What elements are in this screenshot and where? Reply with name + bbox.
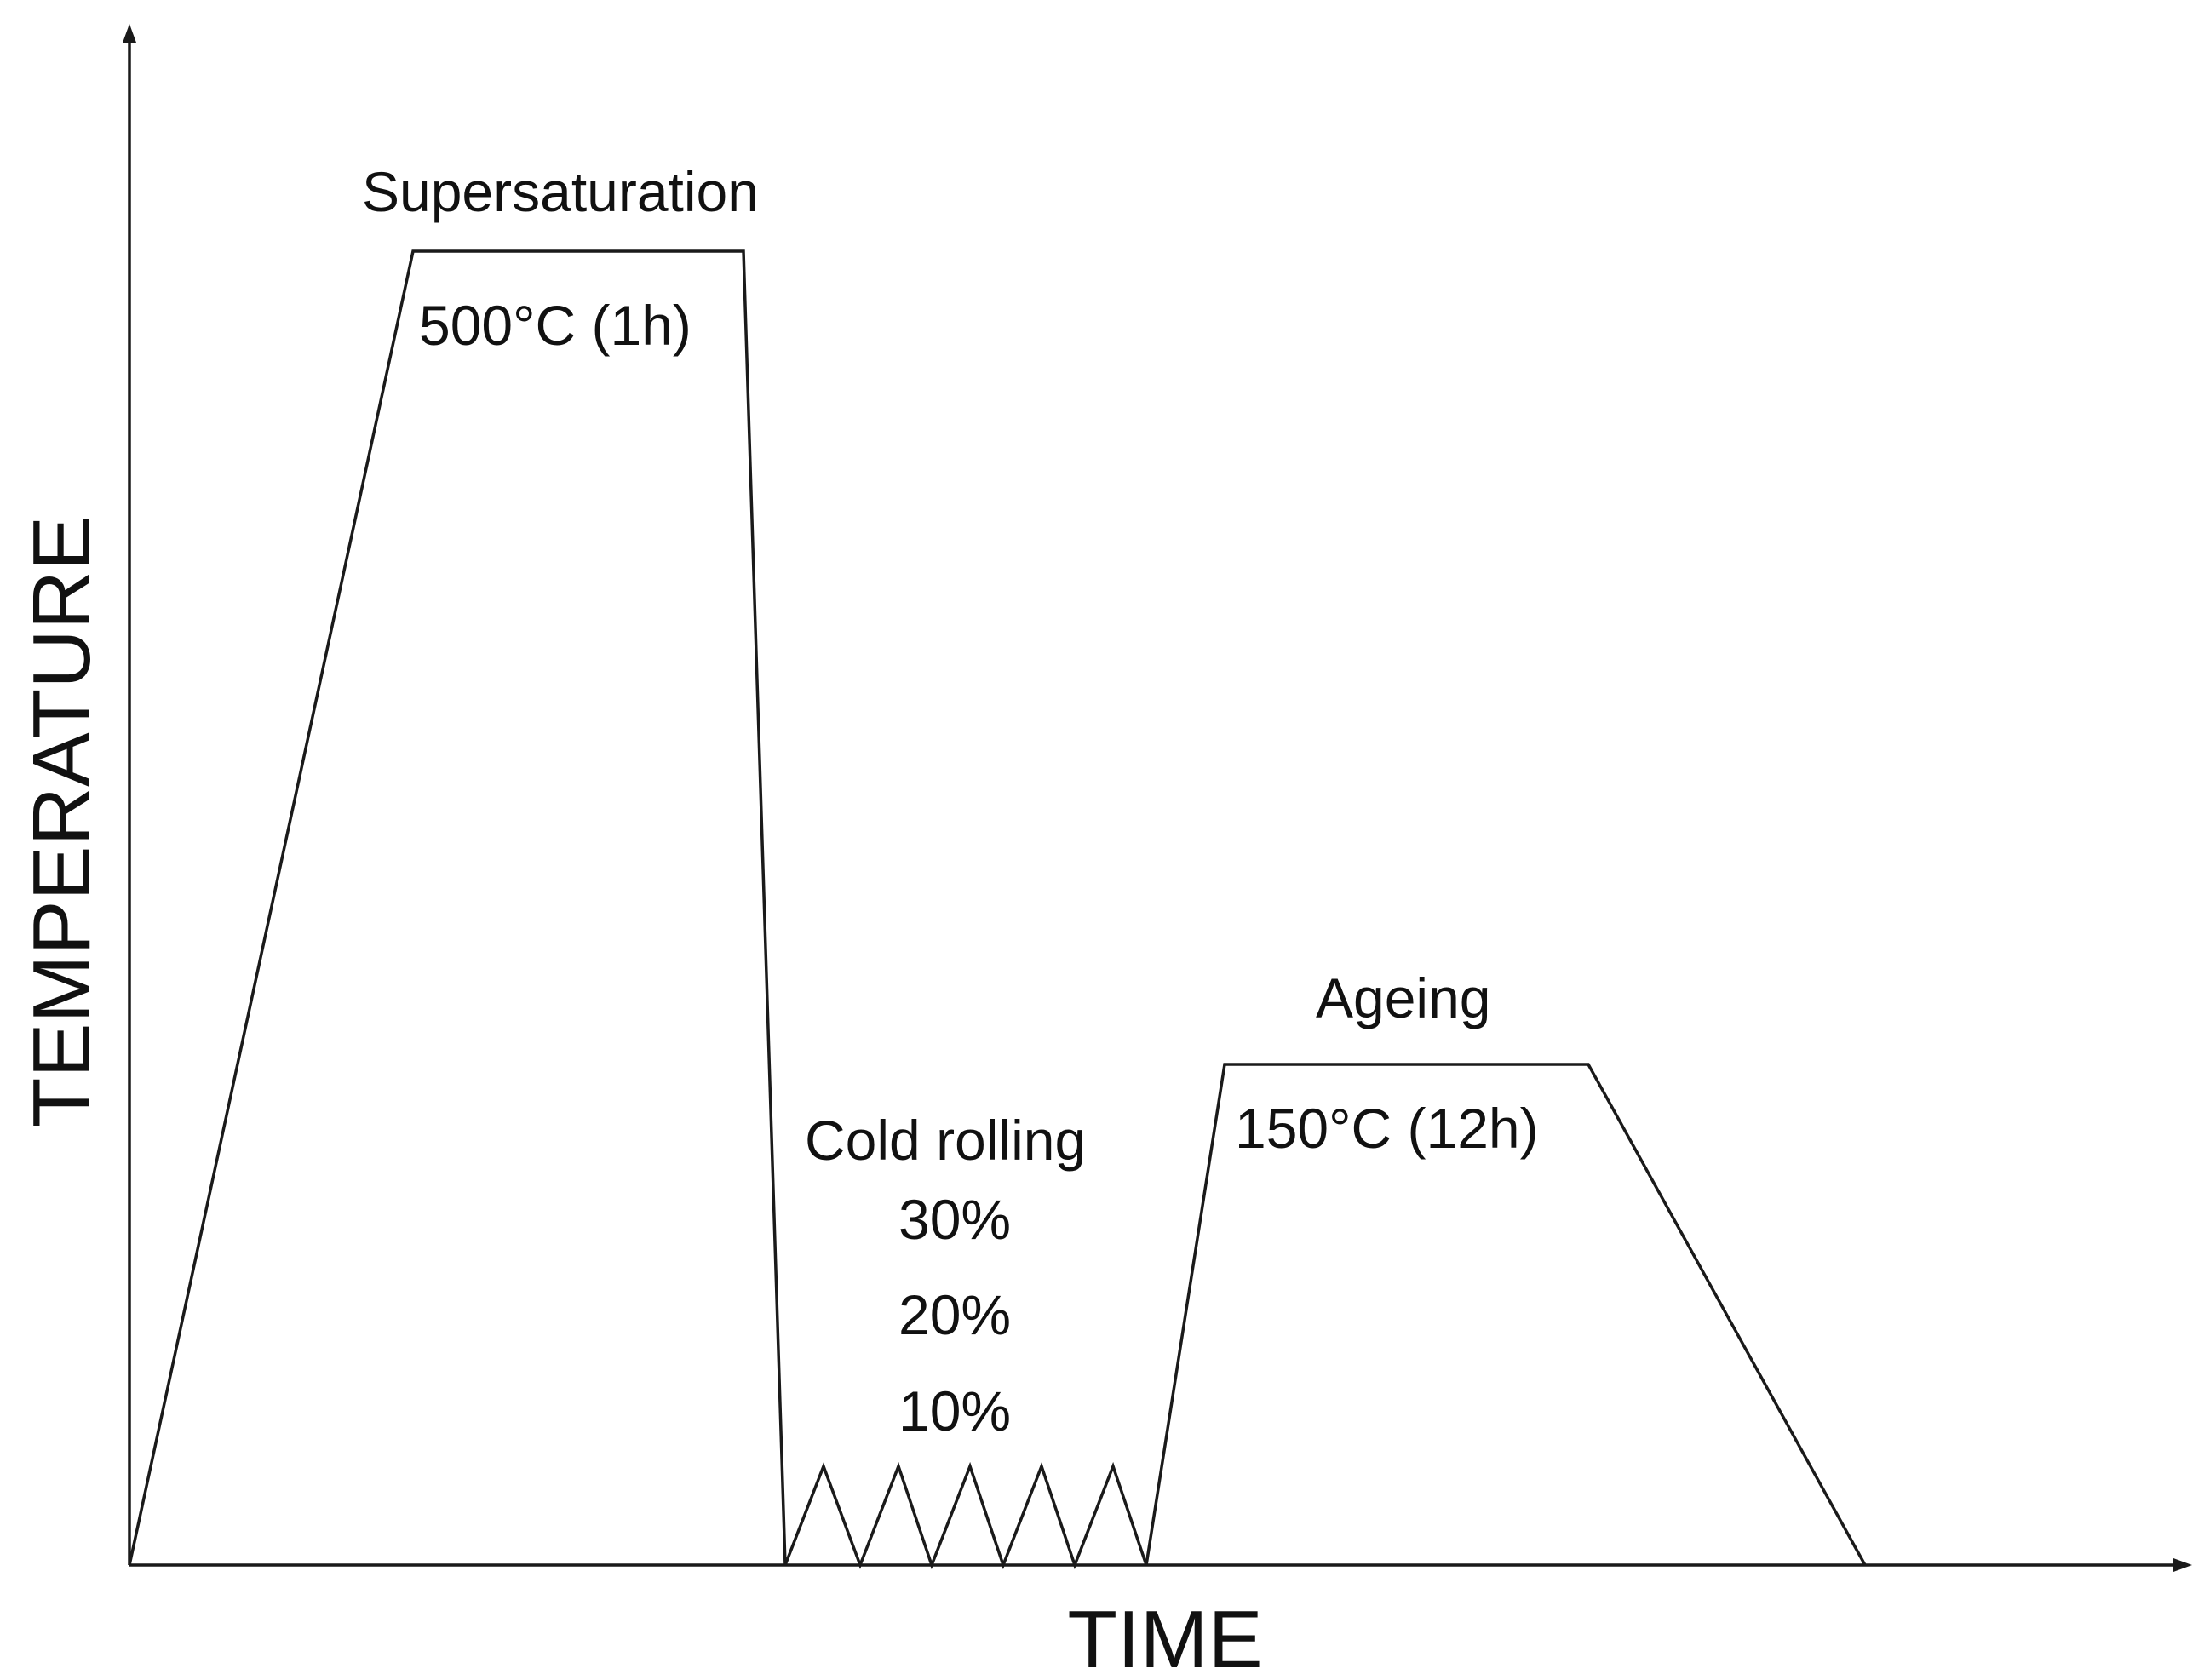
ageing-profile bbox=[1145, 1063, 1867, 1566]
cold-rolling-title: Cold rolling bbox=[805, 1109, 1086, 1172]
supersaturation-title: Supersaturation bbox=[362, 160, 759, 223]
supersaturation-profile bbox=[128, 249, 787, 1566]
cold-rolling-level-10: 10% bbox=[898, 1379, 1011, 1442]
cold-rolling-level-20: 20% bbox=[898, 1283, 1011, 1346]
supersaturation-condition: 500°C (1h) bbox=[419, 294, 692, 357]
y-axis-arrowhead bbox=[123, 24, 136, 43]
cold-rolling-profile bbox=[783, 1461, 1148, 1570]
ageing-title: Ageing bbox=[1316, 966, 1491, 1029]
ageing-condition: 150°C (12h) bbox=[1235, 1097, 1539, 1160]
cold-rolling-level-30: 30% bbox=[898, 1188, 1011, 1251]
x-axis-arrowhead bbox=[2173, 1558, 2192, 1572]
y-axis-label: TEMPERATURE bbox=[16, 516, 107, 1127]
x-axis-label: TIME bbox=[1067, 1594, 1262, 1680]
